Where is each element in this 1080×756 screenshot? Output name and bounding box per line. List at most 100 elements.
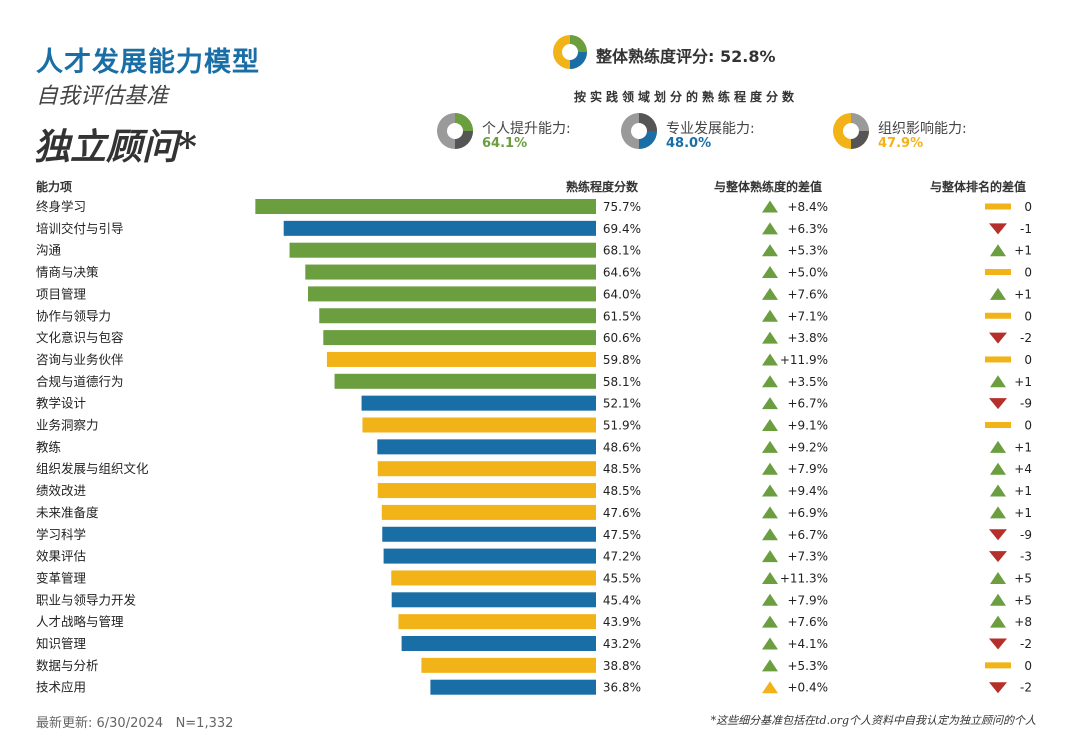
rank-up-icon (990, 506, 1006, 519)
score-label: 51.9% (603, 419, 641, 433)
diff-label: +7.3% (787, 550, 828, 564)
capability-bar (391, 570, 596, 586)
capability-label: 人才战略与管理 (36, 614, 124, 629)
domain-professional-value: 48.0% (666, 136, 712, 151)
diff-up-icon (762, 266, 778, 279)
domain-organizational: 组织影响能力: 47.9% (832, 112, 1032, 152)
diff-up-icon (762, 244, 778, 257)
rank-label: 0 (1024, 266, 1032, 280)
footer-note: *这些细分基准包括在td.org个人资料中自我认定为独立顾问的个人 (710, 714, 1036, 727)
capability-label: 组织发展与组织文化 (36, 461, 149, 476)
score-label: 43.9% (603, 615, 641, 629)
overall-swirl-icon (553, 35, 587, 69)
diff-up-icon (762, 571, 778, 584)
rank-label: -2 (1020, 637, 1032, 651)
capability-label: 情商与决策 (36, 265, 99, 280)
diff-up-icon (762, 287, 778, 300)
capability-label: 未来准备度 (36, 505, 99, 520)
score-label: 48.5% (603, 462, 641, 476)
score-label: 47.6% (603, 506, 641, 520)
capability-bar (361, 395, 596, 411)
rank-label: +5 (1014, 571, 1032, 585)
capability-bar (323, 330, 596, 346)
diff-up-icon (762, 309, 778, 322)
capability-label: 文化意识与包容 (36, 330, 124, 345)
rank-label: -3 (1020, 550, 1032, 564)
diff-label: +6.3% (787, 222, 828, 236)
rank-label: 0 (1024, 659, 1032, 673)
diff-up-icon (762, 593, 778, 606)
rank-label: 0 (1024, 200, 1032, 214)
rank-up-icon (990, 375, 1006, 388)
domains-title: 按实践领域划分的熟练程度分数 (574, 90, 799, 104)
score-label: 52.1% (603, 397, 641, 411)
capability-label: 项目管理 (36, 286, 87, 301)
rank-neutral-icon (985, 356, 1011, 363)
capability-bar (289, 242, 596, 258)
col-header-capability: 能力项 (36, 180, 73, 194)
capability-label: 咨询与业务伙伴 (36, 352, 124, 367)
capability-bar (382, 526, 596, 542)
diff-label: +11.9% (780, 353, 828, 367)
capability-label: 合规与道德行为 (36, 374, 124, 389)
diff-up-icon (762, 419, 778, 431)
rank-label: 0 (1024, 419, 1032, 433)
rank-down-icon (989, 682, 1007, 694)
diff-neutral-up-icon (762, 681, 778, 694)
rank-down-icon (989, 551, 1007, 563)
diff-label: +7.6% (787, 287, 828, 301)
rank-down-icon (989, 332, 1007, 344)
rank-down-icon (989, 223, 1007, 235)
diff-label: +8.4% (787, 200, 828, 214)
rank-label: -9 (1020, 397, 1032, 411)
capability-bar (308, 286, 596, 302)
capability-bar (381, 504, 596, 520)
domain-personal-value: 64.1% (482, 136, 528, 151)
page-subtitle: 自我评估基准 (36, 84, 169, 109)
score-label: 48.5% (603, 484, 641, 498)
capability-label: 变革管理 (36, 570, 87, 585)
diff-label: +7.1% (787, 309, 828, 323)
capability-label: 培训交付与引导 (36, 221, 124, 236)
capability-label: 技术应用 (36, 680, 86, 695)
score-label: 61.5% (603, 309, 641, 323)
diff-up-icon (762, 506, 778, 519)
rank-label: -1 (1020, 222, 1032, 236)
diff-label: +6.7% (787, 528, 828, 542)
score-label: 60.6% (603, 331, 641, 345)
diff-up-icon (762, 397, 778, 410)
overall-score-text: 整体熟练度评分: 52.8% (596, 47, 776, 66)
capability-bar (391, 592, 596, 608)
capability-label: 知识管理 (36, 636, 87, 651)
score-label: 58.1% (603, 375, 641, 389)
score-label: 45.4% (603, 593, 641, 607)
footer-updated: 最新更新: 6/30/2024 N=1,332 (36, 716, 234, 731)
score-label: 47.5% (603, 528, 641, 542)
rank-label: +5 (1014, 593, 1032, 607)
rank-label: +8 (1014, 615, 1032, 629)
rank-label: -2 (1020, 681, 1032, 695)
capability-bar (398, 614, 596, 630)
overall-score-value: 52.8% (719, 47, 776, 66)
diff-up-icon (762, 484, 778, 497)
rank-label: -2 (1020, 331, 1032, 345)
capability-label: 绩效改进 (36, 483, 87, 498)
domain-personal-label: 个人提升能力: (482, 121, 571, 137)
domain-organizational-label: 组织影响能力: (878, 121, 967, 137)
diff-up-icon (762, 528, 778, 541)
capability-label: 业务洞察力 (36, 418, 99, 433)
rank-down-icon (989, 638, 1007, 650)
rank-neutral-icon (985, 422, 1011, 428)
rank-label: +1 (1014, 506, 1032, 520)
rank-label: +1 (1014, 484, 1032, 498)
rank-up-icon (990, 593, 1006, 606)
diff-up-icon (762, 659, 778, 672)
capability-label: 教学设计 (36, 396, 86, 411)
organizational-swirl-icon (833, 113, 869, 149)
rank-neutral-icon (985, 203, 1011, 210)
rank-up-icon (990, 484, 1006, 497)
score-label: 75.7% (603, 200, 641, 214)
diff-label: +0.4% (787, 681, 828, 695)
diff-label: +6.9% (787, 506, 828, 520)
